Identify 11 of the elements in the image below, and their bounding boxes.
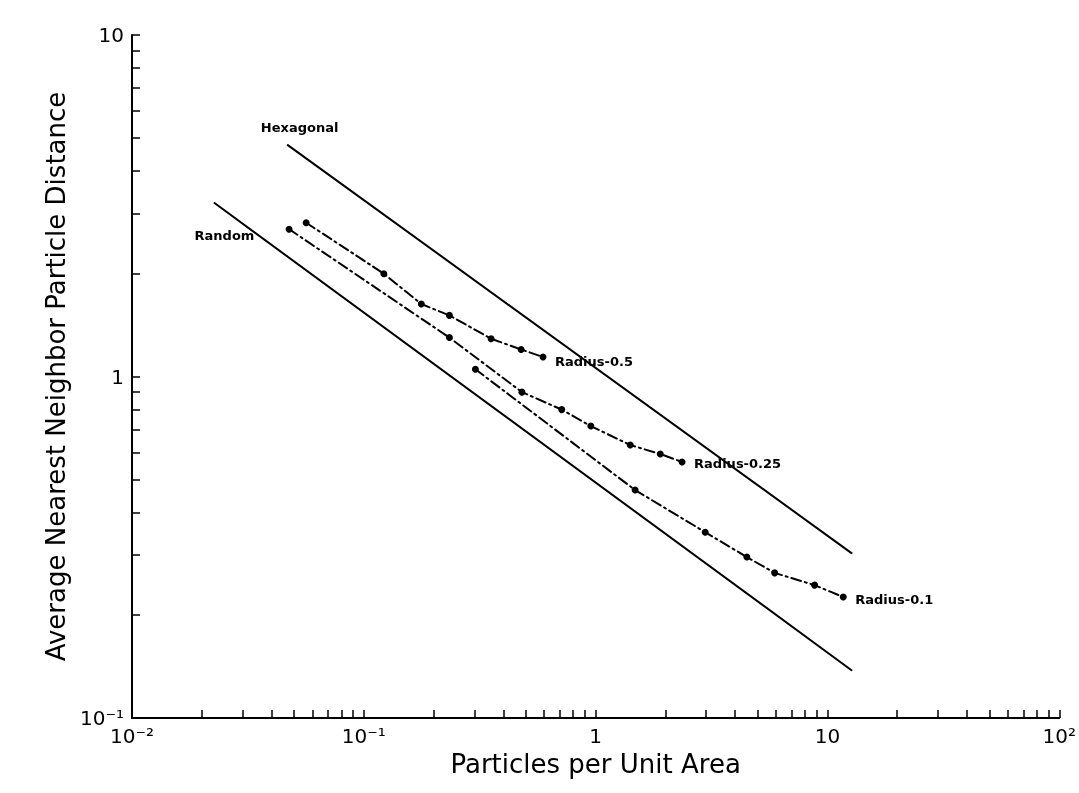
x-tick-label: 1 (589, 724, 602, 748)
x-tick-label: 10⁻¹ (341, 724, 386, 748)
series-label: Hexagonal (260, 119, 339, 135)
x-axis-title: Particles per Unit Area (450, 748, 741, 779)
series-label: Random (194, 227, 255, 243)
x-tick-label: 10 (814, 724, 841, 748)
x-tick-label: 10² (1042, 724, 1076, 748)
y-axis-title: Average Nearest Neighbor Particle Distance (41, 91, 72, 662)
y-tick-label: 10 (98, 23, 124, 47)
series-label: Radius-0.1 (855, 591, 934, 607)
y-tick-label: 1 (111, 364, 124, 389)
